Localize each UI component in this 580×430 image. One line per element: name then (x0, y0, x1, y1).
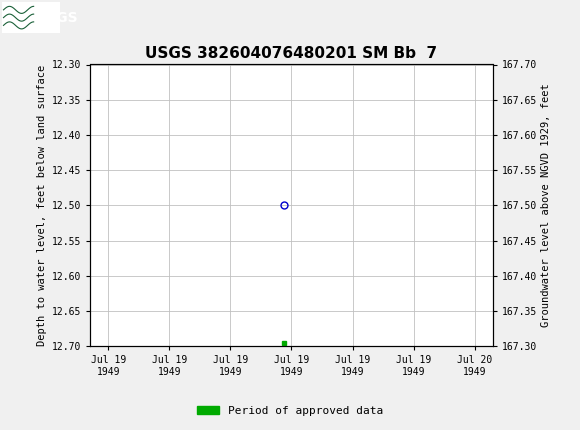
Y-axis label: Depth to water level, feet below land surface: Depth to water level, feet below land su… (37, 64, 48, 346)
Y-axis label: Groundwater level above NGVD 1929, feet: Groundwater level above NGVD 1929, feet (542, 83, 552, 327)
Text: USGS: USGS (36, 11, 78, 25)
FancyBboxPatch shape (2, 3, 60, 33)
Title: USGS 382604076480201 SM Bb  7: USGS 382604076480201 SM Bb 7 (146, 46, 437, 61)
Legend: Period of approved data: Period of approved data (193, 401, 387, 420)
